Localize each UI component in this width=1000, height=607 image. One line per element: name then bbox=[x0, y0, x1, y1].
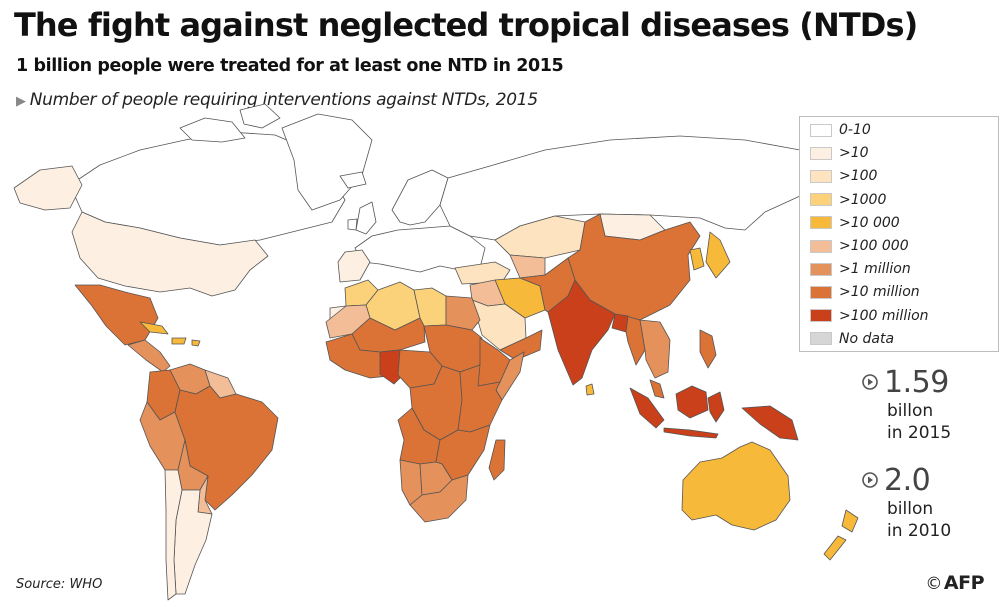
agency-name: AFP bbox=[943, 572, 985, 594]
map-region-south-africa bbox=[409, 474, 469, 523]
map-region-java bbox=[663, 427, 719, 439]
legend-swatch bbox=[810, 309, 832, 323]
map-region-chile bbox=[164, 469, 183, 601]
legend-label: >10 million bbox=[839, 284, 920, 301]
legend-swatch bbox=[810, 216, 832, 230]
map-region-borneo bbox=[675, 385, 709, 419]
legend-label: >100 bbox=[839, 168, 878, 185]
map-region-usa bbox=[71, 211, 269, 297]
map-region-central-america bbox=[127, 339, 171, 373]
legend-label: No data bbox=[839, 330, 895, 347]
source-note: Source: WHO bbox=[16, 577, 103, 592]
map-region-caribbean bbox=[171, 337, 187, 345]
legend-swatch bbox=[810, 146, 832, 160]
map-region-india bbox=[547, 279, 616, 386]
map-region-new-zealand bbox=[841, 509, 859, 533]
stat-2015-year: in 2015 bbox=[887, 423, 952, 443]
map-region-caribbean bbox=[191, 339, 201, 347]
map-region-scandinavia bbox=[391, 169, 449, 226]
map-region-central-asia bbox=[509, 254, 546, 279]
legend-item: >100 bbox=[810, 166, 877, 186]
subtitle: 1 billion people were treated for at lea… bbox=[16, 56, 564, 76]
legend-swatch bbox=[810, 332, 832, 346]
map-caption-text: Number of people requiring interventions… bbox=[29, 90, 538, 110]
legend-swatch bbox=[810, 239, 832, 253]
map-region-arabia bbox=[471, 299, 527, 351]
map-caption: ▶ Number of people requiring intervention… bbox=[16, 90, 538, 110]
map-region-uk bbox=[355, 201, 377, 235]
map-region-malaysia bbox=[649, 379, 665, 399]
stat-2015-value: 1.59 bbox=[884, 365, 949, 400]
legend-label: >10 bbox=[839, 145, 869, 162]
map-region-korea bbox=[689, 247, 705, 271]
map-region-canada bbox=[179, 117, 246, 143]
legend-swatch bbox=[810, 193, 832, 207]
stat-2015-unit: billon bbox=[887, 401, 934, 421]
map-region-new-zealand bbox=[823, 535, 847, 561]
map-region-turkey bbox=[454, 261, 511, 285]
map-region-iberia bbox=[337, 249, 371, 283]
map-region-australia bbox=[681, 441, 791, 531]
legend-label: >10 000 bbox=[839, 214, 900, 231]
legend-label: >1 million bbox=[839, 261, 911, 278]
map-region-madagascar bbox=[488, 439, 506, 481]
legend-item: >1 million bbox=[810, 259, 911, 279]
caption-arrow-icon: ▶ bbox=[16, 94, 26, 109]
map-region-russia bbox=[439, 135, 861, 241]
legend-item: No data bbox=[810, 329, 894, 349]
arrow-right-icon bbox=[862, 472, 878, 488]
page-title: The fight against neglected tropical dis… bbox=[14, 6, 918, 44]
legend-item: >100 000 bbox=[810, 236, 909, 256]
map-region-caribbean bbox=[139, 321, 169, 335]
map-region-japan bbox=[705, 231, 731, 279]
arrow-right-icon bbox=[862, 374, 878, 390]
legend-swatch bbox=[810, 123, 832, 137]
stat-2010-value: 2.0 bbox=[884, 463, 931, 498]
map-region-iceland bbox=[339, 171, 367, 189]
legend-label: >100 000 bbox=[839, 238, 909, 254]
map-region-uk bbox=[347, 218, 358, 231]
legend-swatch bbox=[810, 262, 832, 276]
map-region-new-guinea bbox=[741, 405, 799, 441]
map-region-bangladesh bbox=[611, 313, 629, 333]
map-region-mexico bbox=[74, 284, 159, 346]
map-region-egypt bbox=[445, 295, 481, 331]
map-region-alaska bbox=[13, 165, 83, 211]
stat-2010-year: in 2010 bbox=[887, 521, 952, 541]
legend-swatch bbox=[810, 169, 832, 183]
map-region-sumatra bbox=[629, 387, 665, 429]
map-region-canada bbox=[239, 103, 281, 129]
afp-logo: © AFP bbox=[925, 572, 984, 594]
legend-label: >1000 bbox=[839, 191, 887, 208]
map-region-indochina bbox=[639, 319, 671, 379]
legend: 0-10 >10 >100 >1000 >10 000 >100 000 >1 millio… bbox=[799, 116, 999, 352]
map-region-sri-lanka bbox=[585, 383, 595, 396]
map-region-philippines bbox=[699, 329, 717, 369]
legend-label: >100 million bbox=[839, 307, 929, 324]
legend-item: >10 million bbox=[810, 282, 920, 302]
map-region-sulawesi bbox=[707, 391, 725, 423]
legend-item: >100 million bbox=[810, 306, 929, 326]
legend-label: 0-10 bbox=[839, 122, 871, 138]
legend-item: >1000 bbox=[810, 190, 886, 210]
map-region-east-africa bbox=[457, 364, 503, 433]
legend-item: 0-10 bbox=[810, 120, 871, 140]
legend-item: >10 bbox=[810, 143, 869, 163]
legend-item: >10 000 bbox=[810, 213, 900, 233]
copyright-symbol: © bbox=[925, 574, 942, 594]
stat-2010-unit: billon bbox=[887, 499, 934, 519]
legend-swatch bbox=[810, 285, 832, 299]
